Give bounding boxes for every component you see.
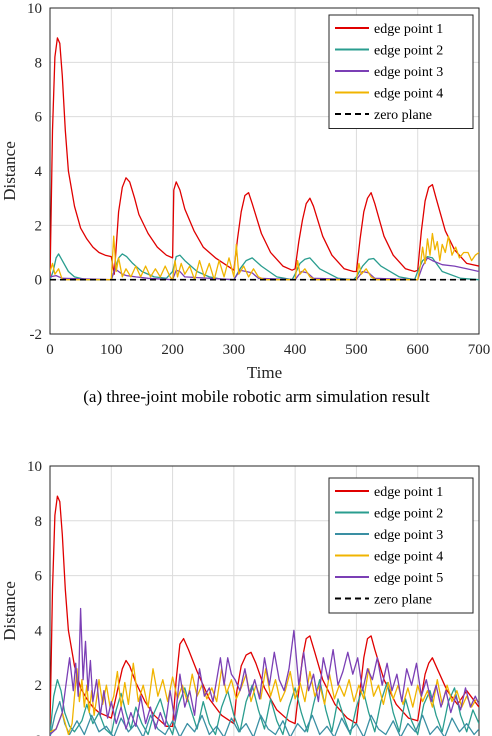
figure-caption: (a) three-joint mobile robotic arm simul… [83,387,430,406]
x-tick-label: 600 [406,342,429,358]
y-axis-label: Distance [0,581,19,640]
y-tick-label: 0 [35,733,43,736]
x-tick-label: 500 [345,342,368,358]
legend-label: edge point 1 [374,485,443,500]
legend-label: edge point 2 [374,44,443,59]
series-line-edge-point-1 [50,37,479,280]
y-tick-label: 4 [35,164,43,180]
y-tick-label: 6 [35,569,43,585]
legend-label: edge point 2 [374,507,443,522]
series-line-edge-point-3 [50,700,479,736]
y-tick-label: 4 [35,623,43,639]
series-line-edge-point-2 [50,679,479,736]
legend-label: edge point 3 [374,65,443,80]
legend-label: edge point 4 [374,550,443,565]
x-tick-label: 100 [100,342,123,358]
y-tick-label: -2 [30,327,43,343]
chart-b: 0 2 4 6 8 10 Distance edge point 1 edge point 2 e… [0,459,480,736]
legend-label: zero plane [374,108,432,123]
series-line-edge-point-5 [50,607,479,735]
chart-a: 0 100 200 300 400 500 600 700-20246810TimeDista… [0,1,490,406]
series-line-edge-point-4 [50,232,479,281]
axes-box [49,465,480,736]
x-axis-label: Time [247,363,282,382]
series-group [50,37,479,281]
legend-label: zero plane [374,593,432,608]
x-tick-label: 0 [46,342,54,358]
y-tick-label: 2 [35,678,43,694]
x-tick-label: 400 [284,342,307,358]
y-tick-label: 2 [35,218,43,234]
legend-box [328,477,474,614]
legend-label: edge point 3 [374,528,443,543]
x-tick-label: 200 [161,342,184,358]
legend-label: edge point 5 [374,571,443,586]
x-tick-label: 700 [468,342,491,358]
y-tick-label: 8 [35,55,43,71]
series-group [50,495,479,736]
legend-label: edge point 4 [374,87,443,102]
legend-label: edge point 1 [374,22,443,37]
y-tick-label: 0 [35,273,43,289]
y-tick-label: 6 [35,110,43,126]
axes-box [49,7,480,335]
y-tick-label: 8 [35,514,43,530]
x-tick-label: 300 [223,342,246,358]
y-axis-label: Distance [0,141,19,200]
y-tick-label: 10 [27,1,42,17]
y-tick-label: 10 [27,459,42,475]
